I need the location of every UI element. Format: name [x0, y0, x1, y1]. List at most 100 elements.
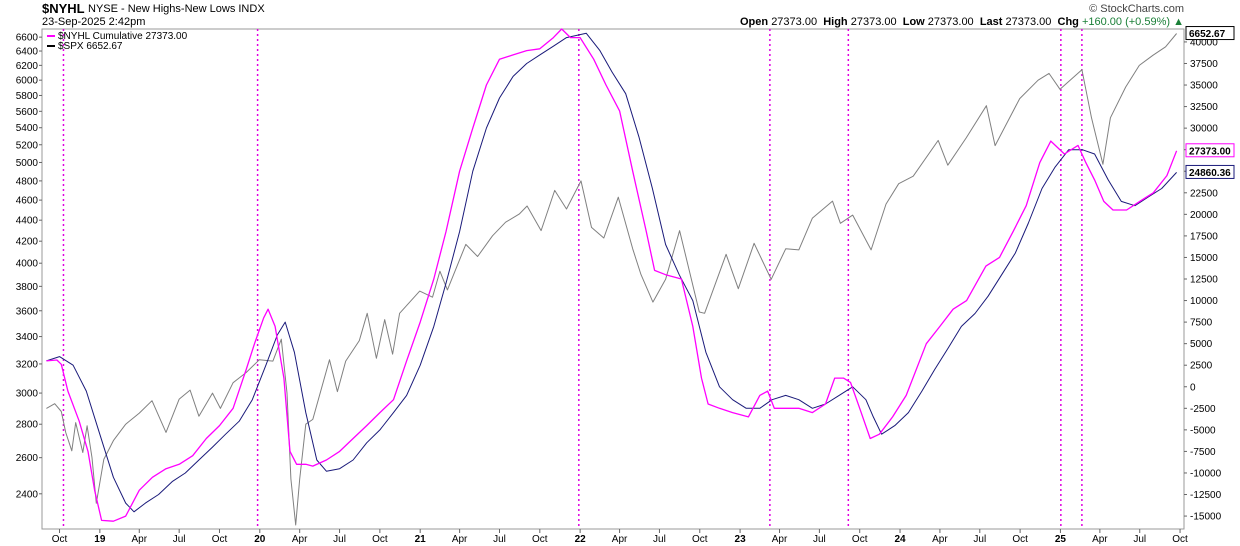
left-axis-tick-label: 6000: [16, 76, 39, 87]
right-axis-tick-label: -15000: [1190, 512, 1222, 523]
x-axis-tick-label: Oct: [532, 534, 548, 545]
x-axis-tick-label: 23: [735, 534, 747, 545]
right-axis-tick-label: -7500: [1190, 447, 1216, 458]
x-axis-tick-label: 25: [1055, 534, 1067, 545]
left-axis-tick-label: 5800: [16, 91, 39, 102]
legend-item-spx: $SPX 6652.67: [47, 41, 123, 52]
low-label: Low: [902, 16, 925, 28]
x-axis-tick-label: Jul: [493, 534, 506, 545]
cumulative-last-value-label-text: 27373.00: [1189, 146, 1231, 157]
x-axis-tick-label: Apr: [1092, 534, 1108, 545]
left-axis-tick-label: 5200: [16, 140, 39, 151]
right-axis-tick-label: 40000: [1190, 37, 1218, 48]
right-axis-tick-label: 20000: [1190, 210, 1218, 221]
right-axis-tick-label: 5000: [1190, 339, 1213, 350]
left-axis-tick-label: 2800: [16, 420, 39, 431]
ma-last-value-label: 24860.36: [1185, 164, 1235, 179]
left-axis-tick-label: 4200: [16, 237, 39, 248]
symbol-title: $NYHL: [42, 1, 85, 16]
stockcharts-brand[interactable]: © StockCharts.com: [1089, 3, 1184, 15]
x-axis-tick-label: Apr: [932, 534, 948, 545]
last-label: Last: [979, 16, 1003, 28]
left-axis-tick-label: 3400: [16, 332, 39, 343]
left-axis-tick-label: 3000: [16, 389, 39, 400]
spx-line: [46, 33, 1177, 526]
x-axis-tick-label: 24: [894, 534, 906, 545]
right-axis-tick-label: 15000: [1190, 253, 1218, 264]
left-axis-tick-label: 6600: [16, 33, 39, 44]
x-axis-tick-label: Oct: [1172, 534, 1188, 545]
x-axis-tick-label: Jul: [973, 534, 986, 545]
ohlc-summary: Open 27373.00 High 27373.00 Low 27373.00…: [740, 16, 1184, 28]
left-axis-tick-label: 6200: [16, 61, 39, 72]
right-axis-tick-label: -2500: [1190, 404, 1216, 415]
left-axis-tick-label: 3200: [16, 359, 39, 370]
cumulative-swatch: [47, 35, 55, 38]
right-axis-tick-label: 35000: [1190, 81, 1218, 92]
plot-frame: [41, 28, 1185, 530]
open-value: 27373.00: [771, 16, 818, 28]
x-axis-tick-label: Jul: [1133, 534, 1146, 545]
left-axis-tick-label: 5000: [16, 158, 39, 169]
x-axis-tick-label: 20: [254, 534, 266, 545]
last-value: 27373.00: [1005, 16, 1052, 28]
high-label: High: [823, 16, 848, 28]
left-axis-tick-label: 2600: [16, 453, 39, 464]
left-axis-tick-label: 2400: [16, 489, 39, 500]
right-axis-tick-label: 32500: [1190, 102, 1218, 113]
x-axis-tick-label: Jul: [333, 534, 346, 545]
high-value: 27373.00: [850, 16, 897, 28]
left-axis-tick-label: 3800: [16, 282, 39, 293]
chart-datetime: 23-Sep-2025 2:42pm: [42, 16, 146, 28]
left-axis-tick-label: 6400: [16, 47, 39, 58]
ma-last-value-label-box: [1185, 164, 1235, 179]
x-axis-tick-label: Apr: [452, 534, 468, 545]
x-axis-tick-label: Oct: [692, 534, 708, 545]
right-axis-tick-label: 0: [1190, 382, 1196, 393]
cumulative-last-value-label-box: [1185, 143, 1235, 158]
left-axis-tick-label: 5600: [16, 107, 39, 118]
x-axis-tick-label: Apr: [292, 534, 308, 545]
spx-last-value-label-text: 6652.67: [1189, 29, 1226, 40]
moving-average-line: [46, 32, 1177, 513]
left-axis-tick-label: 4800: [16, 176, 39, 187]
right-axis-tick-label: 10000: [1190, 296, 1218, 307]
x-axis-tick-label: Oct: [52, 534, 68, 545]
x-axis-tick-label: Apr: [612, 534, 628, 545]
left-axis-tick-label: 3600: [16, 306, 39, 317]
right-axis-tick-label: 7500: [1190, 318, 1213, 329]
x-axis-tick-label: Oct: [1012, 534, 1028, 545]
left-axis-tick-label: 4600: [16, 196, 39, 207]
chg-value: +160.00 (+0.59%): [1081, 16, 1171, 28]
x-axis-tick-label: Oct: [212, 534, 228, 545]
left-axis-tick-label: 4000: [16, 259, 39, 270]
right-axis-tick-label: 17500: [1190, 231, 1218, 242]
spx-last-value-label: 6652.67: [1185, 26, 1235, 41]
x-axis-tick-label: Jul: [653, 534, 666, 545]
left-axis-tick-label: 5400: [16, 123, 39, 134]
chg-label: Chg: [1057, 16, 1079, 28]
right-axis-tick-label: 37500: [1190, 59, 1218, 70]
ma-last-value-label-text: 24860.36: [1189, 168, 1231, 179]
up-arrow-icon: ▲: [1173, 16, 1184, 28]
x-axis-tick-label: 19: [94, 534, 106, 545]
legend-item-cumulative: $NYHL Cumulative 27373.00: [47, 31, 187, 42]
right-axis-tick-label: 12500: [1190, 275, 1218, 286]
x-axis-tick-label: 21: [415, 534, 427, 545]
symbol-description: NYSE - New Highs-New Lows INDX: [88, 3, 265, 15]
right-axis-tick-label: 2500: [1190, 361, 1213, 372]
spx-swatch: [47, 45, 55, 48]
right-axis-tick-label: 22500: [1190, 188, 1218, 199]
x-axis-tick-label: Oct: [372, 534, 388, 545]
legend-label-spx: $SPX 6652.67: [58, 41, 123, 52]
x-axis-tick-label: Apr: [132, 534, 148, 545]
cumulative-last-value-label: 27373.00: [1185, 143, 1235, 158]
x-axis-tick-label: Apr: [772, 534, 788, 545]
right-axis-tick-label: -5000: [1190, 425, 1216, 436]
legend-label-cumulative: $NYHL Cumulative 27373.00: [58, 31, 188, 42]
right-axis-tick-label: -10000: [1190, 468, 1222, 479]
right-axis-tick-label: 30000: [1190, 124, 1218, 135]
x-axis-tick-label: 22: [575, 534, 587, 545]
open-label: Open: [740, 16, 769, 28]
